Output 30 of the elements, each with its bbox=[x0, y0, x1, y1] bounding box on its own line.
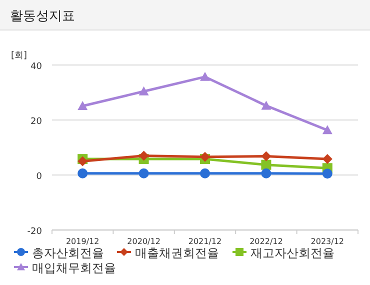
point bbox=[200, 72, 210, 81]
point bbox=[322, 125, 332, 134]
y-tick-label: 40 bbox=[30, 62, 42, 72]
point bbox=[138, 150, 149, 161]
x-tick-label: 2021/12 bbox=[188, 237, 222, 246]
point bbox=[78, 168, 88, 178]
point bbox=[322, 154, 332, 164]
point bbox=[78, 100, 88, 110]
chart-title: 활동성지표 bbox=[10, 9, 75, 24]
x-tick-label: 2020/12 bbox=[127, 237, 160, 246]
point bbox=[138, 86, 149, 96]
x-tick-label: 2019/12 bbox=[66, 237, 100, 246]
legend-label: 매출채권회전율 bbox=[135, 246, 219, 260]
y-tick-label: 0 bbox=[36, 172, 42, 182]
point bbox=[261, 160, 272, 170]
legend-label: 총자산회전율 bbox=[32, 246, 104, 260]
legend-label: 재고자산회전율 bbox=[250, 246, 334, 260]
y-tick-label: 20 bbox=[30, 117, 42, 127]
point bbox=[261, 151, 272, 162]
point bbox=[261, 168, 272, 178]
x-tick-label: 2023/12 bbox=[310, 237, 344, 246]
point bbox=[200, 168, 210, 178]
x-tick-label: 2022/12 bbox=[250, 237, 283, 246]
point bbox=[200, 152, 210, 162]
point bbox=[261, 100, 272, 110]
point bbox=[322, 168, 332, 179]
legend-label: 매입채무회전율 bbox=[32, 261, 116, 275]
y-axis-title: [회] bbox=[11, 51, 28, 61]
y-tick-label: -20 bbox=[27, 227, 42, 237]
point bbox=[138, 168, 149, 178]
